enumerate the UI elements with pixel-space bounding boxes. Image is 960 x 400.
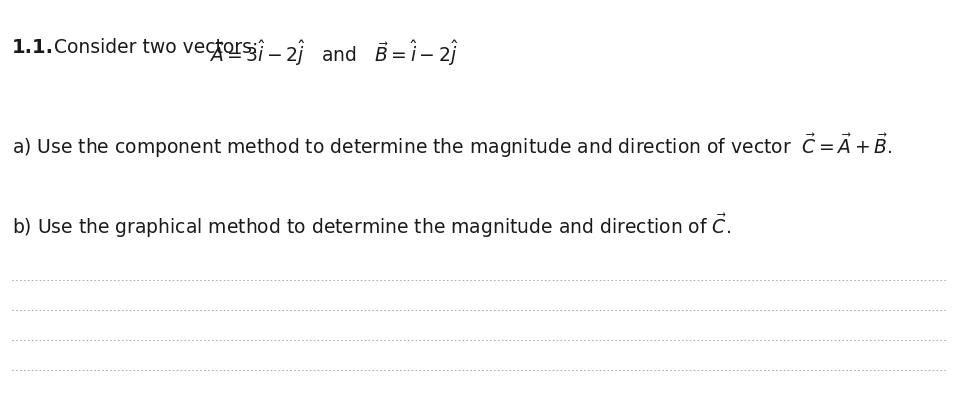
Text: 1.1.: 1.1. — [12, 38, 54, 57]
Text: a) Use the component method to determine the magnitude and direction of vector  : a) Use the component method to determine… — [12, 132, 892, 160]
Text: Consider two vectors:: Consider two vectors: — [48, 38, 271, 57]
Text: b) Use the graphical method to determine the magnitude and direction of $\vec{C}: b) Use the graphical method to determine… — [12, 212, 731, 240]
Text: $\vec{A}=3\hat{i}-2\hat{j}$   and   $\vec{B}=\hat{i}-2\hat{j}$: $\vec{A}=3\hat{i}-2\hat{j}$ and $\vec{B}… — [209, 38, 459, 68]
